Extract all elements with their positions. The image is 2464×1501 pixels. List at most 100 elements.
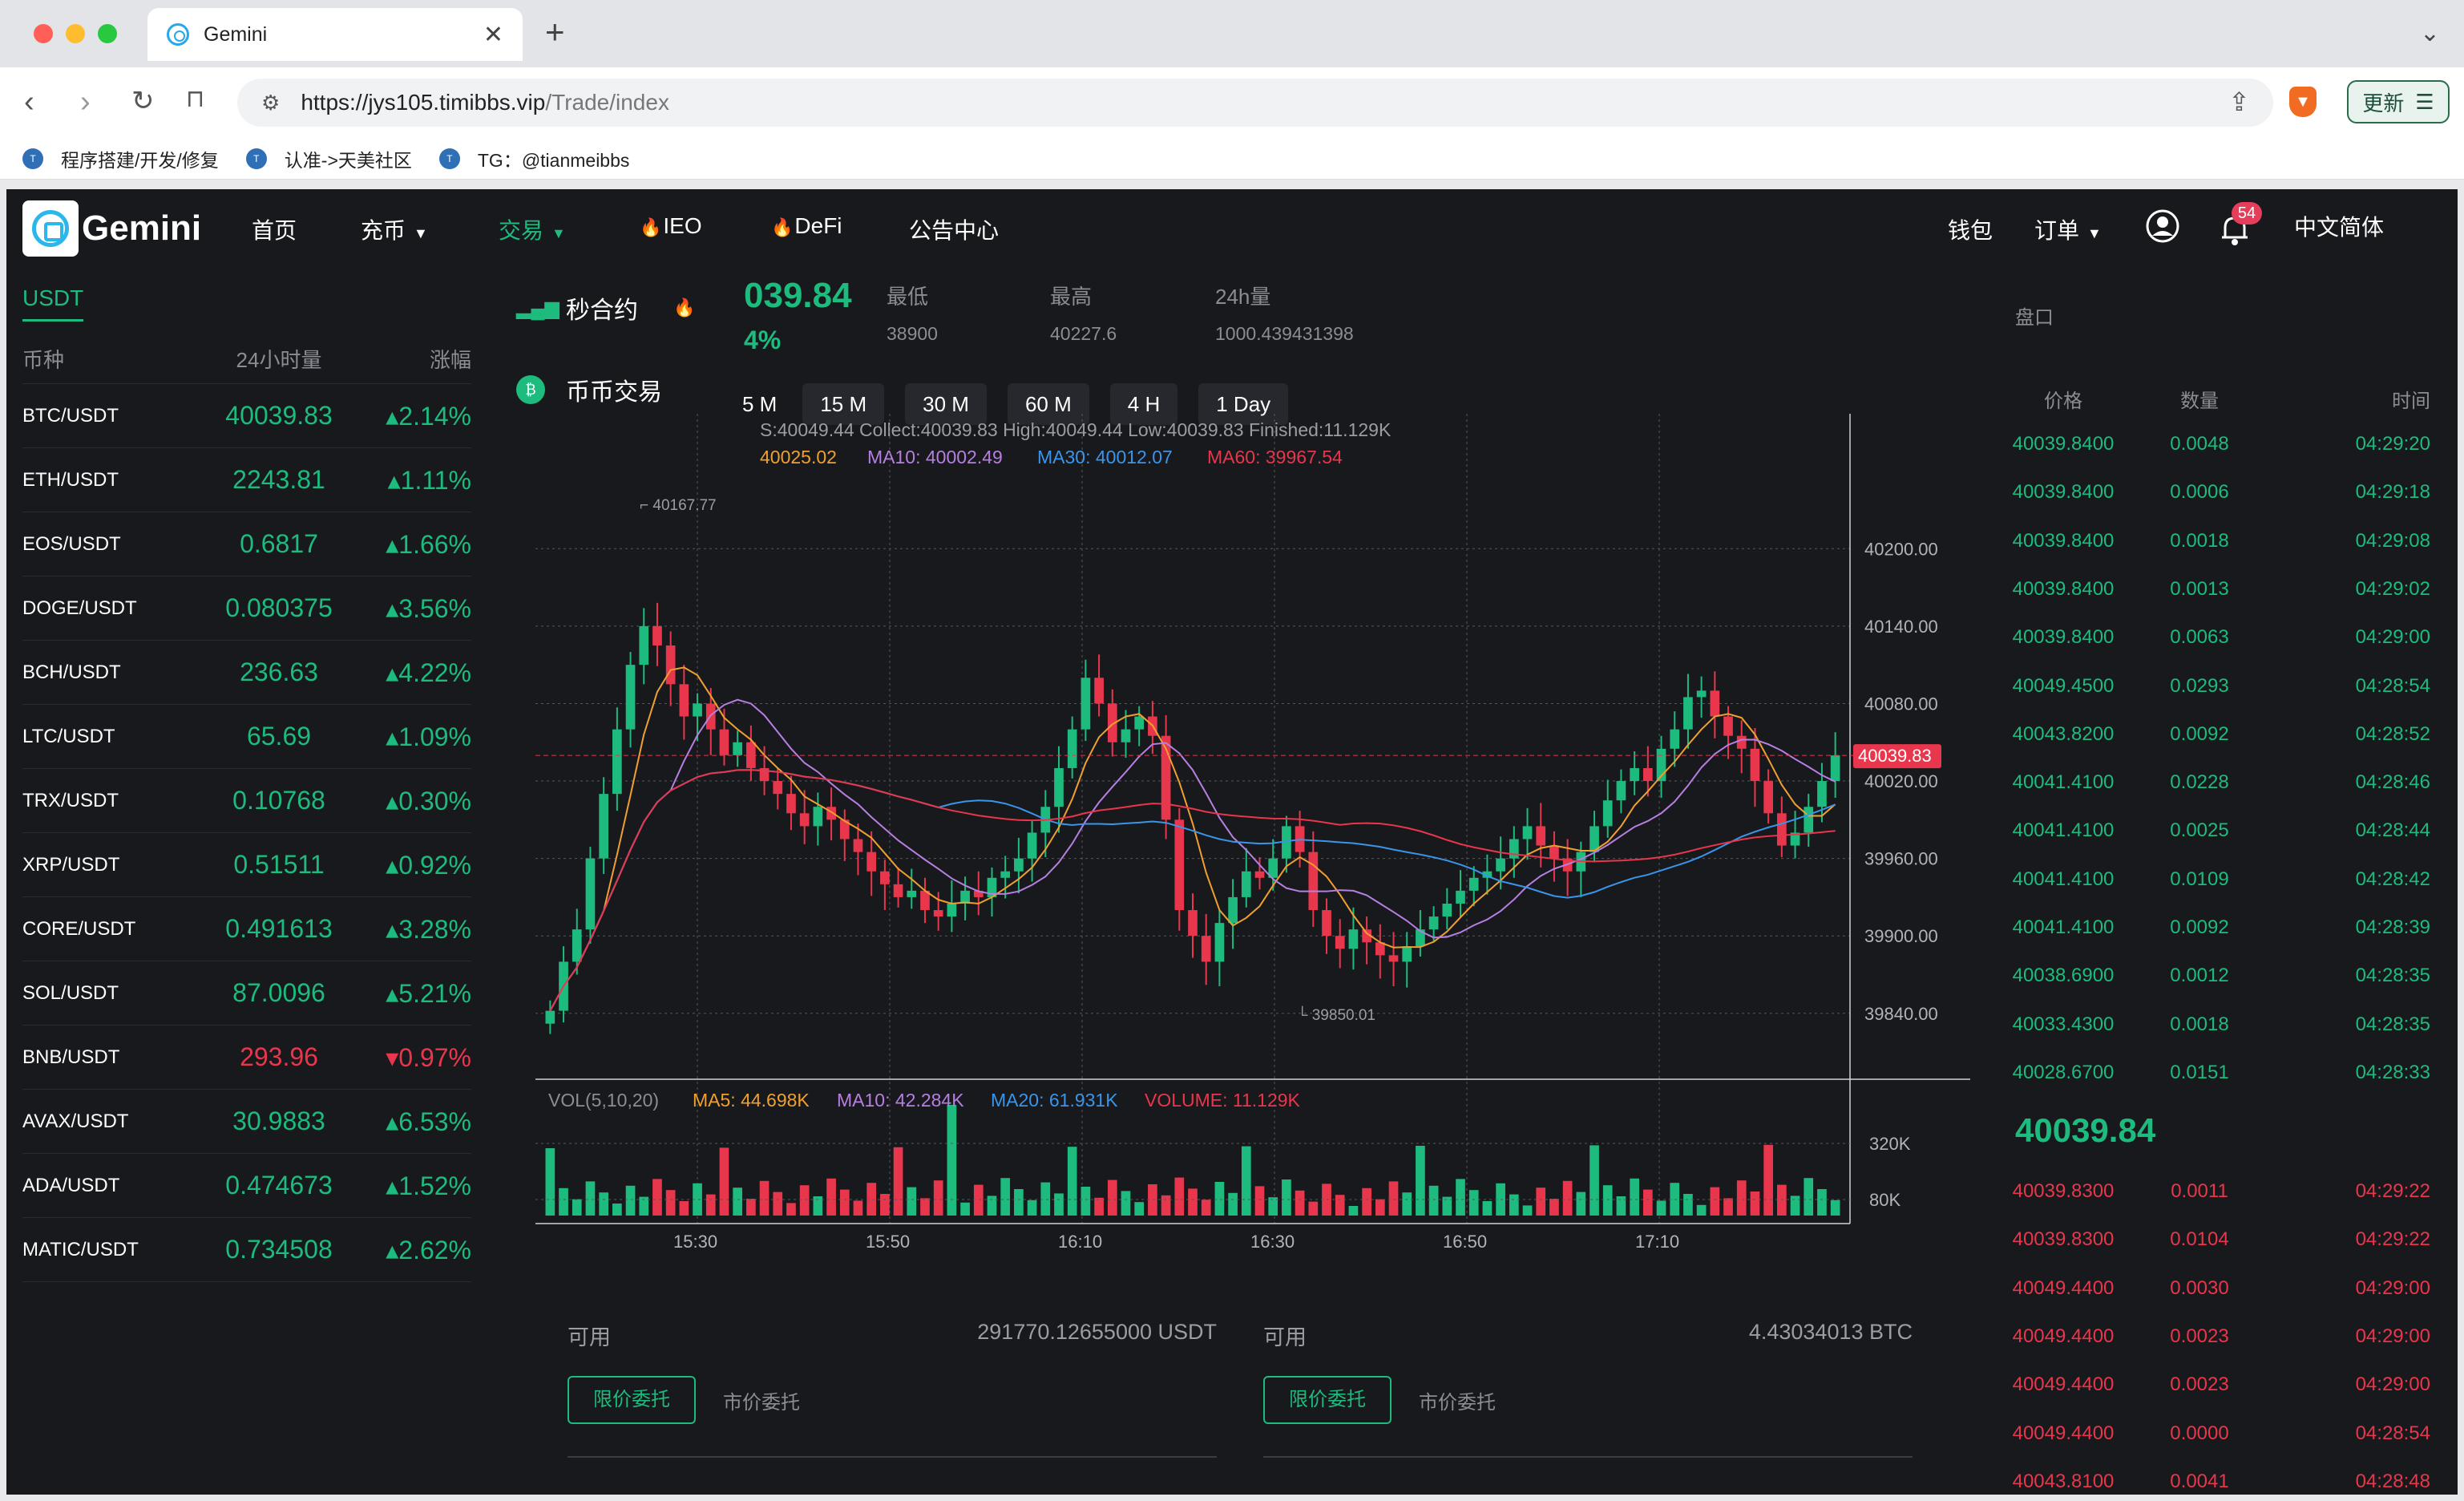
order-book-row[interactable]: 40049.4400 0.0030 04:29:00 <box>2012 1276 2430 1299</box>
user-avatar-icon[interactable] <box>2145 208 2180 249</box>
candle-body <box>1642 767 1653 782</box>
market-row[interactable]: ETH/USDT 2243.81 ▴1.11% <box>22 448 471 512</box>
stat-low: 最低 38900 <box>887 285 938 344</box>
time-axis-label: 16:50 <box>1443 1232 1487 1252</box>
order-book-row[interactable]: 40041.4100 0.0025 04:28:44 <box>2012 819 2430 842</box>
candle-body <box>1602 800 1613 827</box>
order-book-row[interactable]: 40041.4100 0.0109 04:28:42 <box>2012 868 2430 890</box>
new-tab-icon[interactable]: + <box>545 13 565 51</box>
order-book-row[interactable]: 40043.8200 0.0092 04:28:52 <box>2012 722 2430 745</box>
order-book-row[interactable]: 40039.8300 0.0011 04:29:22 <box>2012 1180 2430 1202</box>
order-book-row[interactable]: 40033.4300 0.0018 04:28:35 <box>2012 1013 2430 1035</box>
forward-icon[interactable]: › <box>80 85 91 119</box>
tab-list-chevron-icon[interactable]: ⌄ <box>2419 20 2440 47</box>
site-settings-icon[interactable]: ⚙ <box>261 90 281 115</box>
candle-body <box>652 625 662 646</box>
volume-bar <box>665 1190 676 1216</box>
order-book-row[interactable]: 40041.4100 0.0228 04:28:46 <box>2012 771 2430 794</box>
candle-body <box>1388 955 1399 962</box>
volume-bar <box>1241 1146 1251 1216</box>
candle-body <box>693 703 702 717</box>
candle-body <box>933 910 943 917</box>
volume-axis-label: 80K <box>1869 1190 1901 1210</box>
interval-button[interactable]: 5 M <box>742 392 778 416</box>
order-book-row[interactable]: 40039.8400 0.0063 04:29:00 <box>2012 626 2430 649</box>
interval-button[interactable]: 1 Day <box>1198 383 1289 425</box>
order-book-row[interactable]: 40041.4100 0.0092 04:28:39 <box>2012 916 2430 938</box>
sell-limit-order-tab[interactable]: 限价委托 <box>1263 1376 1392 1424</box>
close-window-button[interactable] <box>34 24 53 43</box>
order-book-row[interactable]: 40039.8400 0.0048 04:29:20 <box>2012 433 2430 455</box>
market-row[interactable]: SOL/USDT 87.0096 ▴5.21% <box>22 961 471 1026</box>
market-row[interactable]: BCH/USDT 236.63 ▴4.22% <box>22 641 471 705</box>
bookmark-item[interactable]: T TG：@tianmeibbs <box>438 145 629 172</box>
volume-bar <box>1723 1198 1733 1216</box>
order-book-row[interactable]: 40049.4400 0.0023 04:29:00 <box>2012 1325 2430 1347</box>
interval-button[interactable]: 4 H <box>1109 383 1178 425</box>
market-row[interactable]: ADA/USDT 0.474673 ▴1.52% <box>22 1154 471 1218</box>
market-row[interactable]: EOS/USDT 0.6817 ▴1.66% <box>22 512 471 577</box>
volume-legend: MA20: 61.931K <box>991 1090 1118 1111</box>
interval-button[interactable]: 60 M <box>1007 383 1089 425</box>
brave-shield-icon[interactable]: ▼ <box>2289 87 2317 117</box>
nav-item-2[interactable]: 交易 ▼ <box>499 218 566 243</box>
market-row[interactable]: XRP/USDT 0.51511 ▴0.92% <box>22 833 471 897</box>
price-axis-label: 39960.00 <box>1864 849 1938 869</box>
nav-item-5[interactable]: 公告中心 <box>909 218 1000 243</box>
gemini-logo[interactable]: Gemini <box>22 200 201 257</box>
tab-usdt[interactable]: USDT <box>22 285 84 322</box>
order-book-row[interactable]: 40028.6700 0.0151 04:28:33 <box>2012 1061 2430 1083</box>
language-selector[interactable]: 中文简体 <box>2294 215 2385 240</box>
trade-type-spot[interactable]: ₿ 币币交易 <box>516 372 662 407</box>
volume-bar <box>1576 1191 1586 1216</box>
nav-item-0[interactable]: 首页 <box>252 218 297 243</box>
update-button[interactable]: 更新 ☰ <box>2347 80 2450 123</box>
orders-menu[interactable]: 订单 ▼ <box>2034 218 2102 243</box>
reload-icon[interactable]: ↻ <box>131 86 155 116</box>
market-row[interactable]: MATIC/USDT 0.734508 ▴2.62% <box>22 1218 471 1282</box>
candle-body <box>1428 916 1439 930</box>
close-tab-icon[interactable]: ✕ <box>483 21 503 48</box>
trade-type-contract[interactable]: ▂▄▆ 秒合约 🔥 <box>516 297 696 325</box>
interval-button[interactable]: 15 M <box>802 383 885 425</box>
market-row[interactable]: AVAX/USDT 30.9883 ▴6.53% <box>22 1090 471 1154</box>
address-bar: ‹ › ↻ ⊓ ⚙ https://jys105.timibbs.vip /Tr… <box>0 67 2464 138</box>
nav-item-3[interactable]: 🔥IEO <box>640 213 702 238</box>
minimize-window-button[interactable] <box>66 24 85 43</box>
order-book-row[interactable]: 40043.8100 0.0041 04:28:48 <box>2012 1470 2430 1492</box>
order-book-row[interactable]: 40039.8400 0.0013 04:29:02 <box>2012 577 2430 600</box>
url-field[interactable]: ⚙ https://jys105.timibbs.vip /Trade/inde… <box>237 79 2273 127</box>
price-axis-label: 39840.00 <box>1864 1004 1938 1024</box>
nav-item-1[interactable]: 充币 ▼ <box>361 218 428 243</box>
order-book-row[interactable]: 40038.6900 0.0012 04:28:35 <box>2012 965 2430 987</box>
market-row[interactable]: LTC/USDT 65.69 ▴1.09% <box>22 705 471 769</box>
nav-item-4[interactable]: 🔥DeFi <box>771 213 842 238</box>
sell-market-order-tab[interactable]: 市价委托 <box>1419 1391 1496 1414</box>
buy-limit-order-tab[interactable]: 限价委托 <box>568 1376 696 1424</box>
bookmark-icon[interactable]: ⊓ <box>186 86 205 112</box>
market-row[interactable]: DOGE/USDT 0.080375 ▴3.56% <box>22 577 471 641</box>
bookmark-item[interactable]: T 认准->天美社区 <box>245 145 412 172</box>
order-book-row[interactable]: 40049.4500 0.0293 04:28:54 <box>2012 674 2430 697</box>
browser-tab[interactable]: Gemini ✕ <box>147 8 523 61</box>
market-row[interactable]: CORE/USDT 0.491613 ▴3.28% <box>22 897 471 961</box>
back-icon[interactable]: ‹ <box>24 85 34 119</box>
market-row[interactable]: BNB/USDT 293.96 ▾0.97% <box>22 1026 471 1090</box>
market-row[interactable]: BTC/USDT 40039.83 ▴2.14% <box>22 384 471 448</box>
order-book-row[interactable]: 40039.8400 0.0006 04:29:18 <box>2012 481 2430 504</box>
share-icon[interactable]: ⇪ <box>2228 87 2250 116</box>
order-book-row[interactable]: 40049.4400 0.0000 04:28:54 <box>2012 1422 2430 1444</box>
maximize-window-button[interactable] <box>98 24 117 43</box>
order-book-row[interactable]: 40049.4400 0.0023 04:29:00 <box>2012 1374 2430 1396</box>
order-book-row[interactable]: 40039.8300 0.0104 04:29:22 <box>2012 1228 2430 1251</box>
candlestick-chart[interactable]: S:40049.44 Collect:40039.83 High:40049.4… <box>519 414 1970 1280</box>
buy-market-order-tab[interactable]: 市价委托 <box>723 1391 800 1414</box>
market-list-header: 币种 24小时量 涨幅 <box>22 344 471 384</box>
order-book-row[interactable]: 40039.8400 0.0018 04:29:08 <box>2012 529 2430 552</box>
interval-button[interactable]: 30 M <box>905 383 987 425</box>
bookmark-item[interactable]: T 程序搭建/开发/修复 <box>22 145 219 172</box>
market-row[interactable]: TRX/USDT 0.10768 ▴0.30% <box>22 769 471 833</box>
wallet-link[interactable]: 钱包 <box>1948 218 1993 243</box>
candle-body <box>1308 852 1319 911</box>
candle-body <box>1496 858 1505 872</box>
